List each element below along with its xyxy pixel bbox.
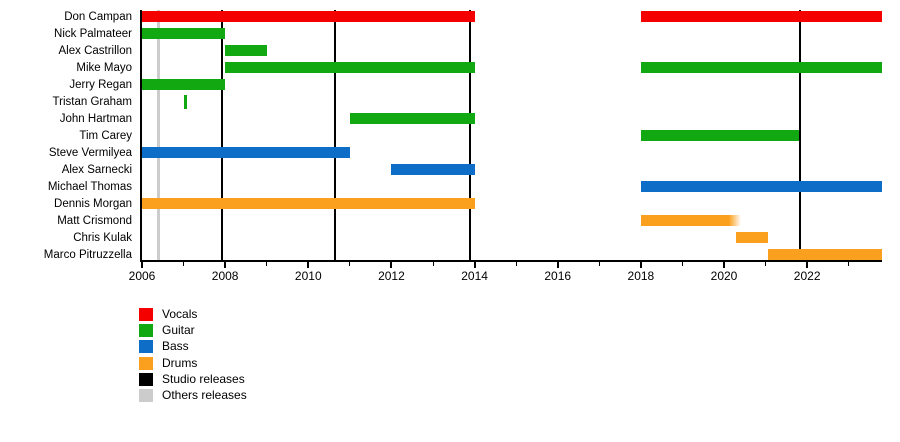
minor-tick: [848, 262, 850, 266]
member-bar-michael-thomas: [640, 181, 882, 192]
member-label-tristan-graham: Tristan Graham: [52, 95, 132, 108]
member-bar-chris-kulak: [736, 232, 768, 243]
studio-release-line: [469, 10, 472, 260]
legend-swatch-others-releases: [139, 389, 153, 403]
member-label-tim-carey: Tim Carey: [79, 129, 132, 142]
member-bar-john-hartman: [349, 113, 475, 124]
x-tick-label-2014: 2014: [461, 269, 488, 283]
member-bar-jerry-regan: [142, 79, 226, 90]
x-tick-label-2020: 2020: [710, 269, 738, 283]
x-tick-label-2018: 2018: [627, 269, 655, 283]
member-bar-don-campan: [640, 11, 882, 22]
member-label-jerry-regan: Jerry Regan: [69, 78, 132, 91]
legend-row-studio-releases: Studio releases: [139, 371, 247, 387]
legend: Vocals Guitar Bass Drums Studio releases Othe…: [139, 306, 247, 404]
major-tick: [390, 262, 393, 268]
member-label-alex-castrillon: Alex Castrillon: [58, 44, 133, 57]
x-tick-label-2016: 2016: [544, 269, 572, 283]
member-bar-alex-castrillon: [225, 45, 267, 56]
member-bar-matt-crismond: [640, 215, 741, 226]
x-tick-label-2006: 2006: [128, 269, 156, 283]
legend-label-others-releases: Others releases: [162, 388, 247, 403]
legend-swatch-guitar: [139, 323, 153, 337]
legend-label-bass: Bass: [162, 339, 189, 354]
minor-tick: [183, 262, 185, 266]
member-label-steve-vermilyea: Steve Vermilyea: [48, 146, 132, 159]
major-tick: [307, 262, 310, 268]
x-tick-label-2022: 2022: [793, 269, 821, 283]
member-label-michael-thomas: Michael Thomas: [47, 180, 132, 193]
legend-label-drums: Drums: [162, 355, 198, 370]
member-bar-tristan-graham: [183, 94, 187, 109]
major-tick: [806, 262, 809, 268]
x-tick-label-2008: 2008: [211, 269, 239, 283]
legend-swatch-studio-releases: [139, 372, 153, 386]
legend-swatch-vocals: [139, 307, 153, 321]
member-label-alex-sarnecki: Alex Sarnecki: [61, 163, 132, 176]
member-label-matt-crismond: Matt Crismond: [57, 214, 132, 227]
legend-label-vocals: Vocals: [162, 306, 198, 321]
legend-row-drums: Drums: [139, 355, 247, 371]
legend-row-others-releases: Others releases: [139, 387, 247, 403]
member-label-john-hartman: John Hartman: [59, 112, 132, 125]
major-tick: [639, 262, 642, 268]
member-bar-mike-mayo: [640, 62, 882, 73]
member-bar-mike-mayo: [225, 62, 475, 73]
legend-swatch-drums: [139, 356, 153, 370]
member-label-marco-pitruzzella: Marco Pitruzzella: [43, 248, 132, 261]
legend-row-vocals: Vocals: [139, 306, 247, 322]
member-bar-nick-palmateer: [142, 28, 226, 39]
major-tick: [473, 262, 476, 268]
x-tick-label-2012: 2012: [378, 269, 405, 283]
member-label-don-campan: Don Campan: [64, 10, 132, 23]
member-bar-marco-pitruzzella: [767, 249, 882, 260]
minor-tick: [432, 262, 434, 266]
legend-label-guitar: Guitar: [162, 322, 195, 337]
major-tick: [556, 262, 559, 268]
plot-area: [140, 10, 882, 262]
member-bar-steve-vermilyea: [142, 147, 350, 158]
minor-tick: [765, 262, 767, 266]
legend-label-studio-releases: Studio releases: [162, 371, 245, 386]
major-tick: [224, 262, 227, 268]
legend-swatch-bass: [139, 340, 153, 354]
member-bar-tim-carey: [640, 130, 799, 141]
studio-release-line: [798, 10, 801, 260]
minor-tick: [598, 262, 600, 266]
member-bar-alex-sarnecki: [391, 164, 475, 175]
member-label-dennis-morgan: Dennis Morgan: [54, 197, 132, 210]
minor-tick: [515, 262, 517, 266]
x-tick-label-2010: 2010: [294, 269, 322, 283]
member-label-chris-kulak: Chris Kulak: [73, 231, 132, 244]
others-release-line: [157, 10, 161, 260]
member-label-mike-mayo: Mike Mayo: [76, 61, 132, 74]
member-bar-don-campan: [142, 11, 475, 22]
studio-release-line: [221, 10, 224, 260]
member-bar-dennis-morgan: [142, 198, 475, 209]
major-tick: [723, 262, 726, 268]
minor-tick: [349, 262, 351, 266]
member-label-nick-palmateer: Nick Palmateer: [54, 27, 132, 40]
minor-tick: [681, 262, 683, 266]
studio-release-line: [334, 10, 337, 260]
minor-tick: [266, 262, 268, 266]
legend-row-bass: Bass: [139, 339, 247, 355]
legend-row-guitar: Guitar: [139, 322, 247, 338]
major-tick: [141, 262, 143, 268]
